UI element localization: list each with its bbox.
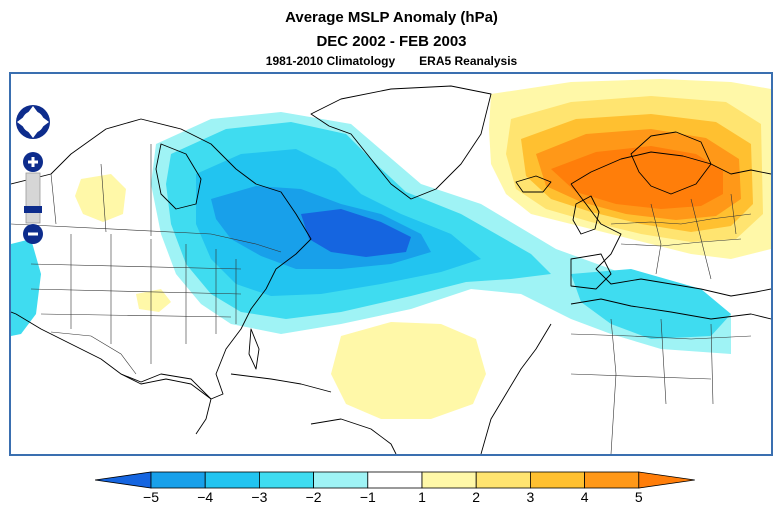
contour-neg-west — [11, 239, 41, 336]
colorbar-segment — [258, 471, 314, 489]
coast-iceland — [515, 175, 552, 193]
colorbar-segment — [529, 471, 585, 489]
europe-borders — [610, 193, 752, 280]
border-us-mexico — [50, 331, 137, 375]
coast-hudson-bay — [155, 143, 202, 210]
border-us-canada — [11, 223, 282, 253]
colorbar-segment — [150, 471, 206, 489]
colorbar — [95, 471, 695, 489]
colorbar-tick-label: 2 — [472, 489, 481, 505]
colorbar-segment — [584, 471, 640, 489]
colorbar-tick-label: −1 — [359, 489, 376, 505]
colorbar-segment — [204, 471, 260, 489]
us-state-grid-1 — [70, 234, 237, 364]
zoom-out-button[interactable] — [23, 224, 43, 244]
colorbar-segment-max — [638, 471, 695, 489]
coast-florida — [248, 328, 260, 370]
negative-anomaly-field — [11, 112, 731, 354]
pan-control[interactable] — [16, 105, 50, 139]
colorbar-tick-label: 1 — [418, 489, 426, 505]
map-subtitle: 1981-2010 Climatology ERA5 Reanalysis — [0, 54, 783, 68]
colorbar-tick-label: 4 — [580, 489, 589, 505]
map-title: Average MSLP Anomaly (hPa) — [285, 9, 498, 26]
map-navigation — [15, 94, 53, 244]
coast-british-isles — [572, 195, 600, 235]
colorbar-segment — [313, 471, 369, 489]
contour-pos-subtropical — [331, 322, 486, 419]
positive-anomaly-field — [75, 79, 771, 419]
coast-north-america — [11, 118, 312, 400]
climatology-label: 1981-2010 Climatology — [265, 54, 396, 68]
coast-africa — [480, 298, 771, 454]
map-panel[interactable] — [9, 72, 773, 456]
colorbar-tick-label: 5 — [634, 489, 643, 505]
coast-iberia — [570, 253, 612, 290]
us-state-grid-2 — [30, 263, 242, 318]
colorbar-segment — [475, 471, 531, 489]
colorbar-segment — [367, 471, 423, 489]
contour-neg-5 — [301, 209, 411, 257]
zoom-in-button[interactable] — [23, 152, 43, 172]
map-period: DEC 2002 - FEB 2003 — [316, 33, 467, 50]
colorbar-tick-label: −2 — [305, 489, 322, 505]
colorbar-segment — [421, 471, 477, 489]
colorbar-tick-label: −5 — [143, 489, 159, 505]
anomaly-map[interactable] — [11, 74, 771, 454]
borders — [11, 144, 752, 454]
coast-europe — [570, 151, 771, 297]
zoom-slider[interactable] — [24, 172, 42, 224]
colorbar-tick-label: 3 — [526, 489, 535, 505]
contour-pos-us-west — [75, 174, 126, 222]
coast-gulf — [120, 373, 212, 435]
coast-caribbean — [230, 373, 332, 393]
coast-scandinavia — [630, 131, 712, 195]
coast-greenland — [310, 85, 492, 200]
contour-pos-us-south — [136, 289, 171, 312]
colorbar-tick-label: −3 — [251, 489, 268, 505]
colorbar-segment-min — [95, 471, 152, 489]
canada-provinces — [50, 144, 152, 236]
coastlines — [11, 85, 771, 454]
source-label: ERA5 Reanalysis — [419, 54, 518, 68]
colorbar-tick-label: −4 — [197, 489, 214, 505]
coast-south-america — [310, 418, 397, 454]
contour-pos-5 — [551, 146, 723, 209]
africa-borders — [570, 318, 752, 454]
contour-neg-2b — [571, 269, 731, 339]
